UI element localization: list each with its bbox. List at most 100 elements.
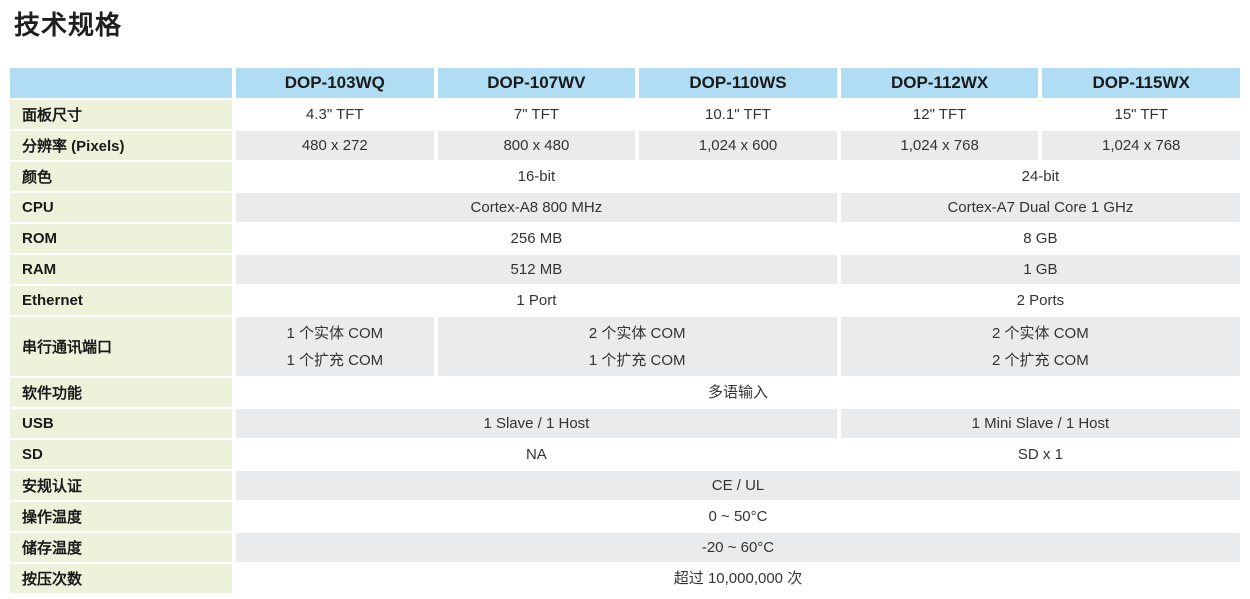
spec-cell: 480 x 272 — [236, 131, 434, 160]
model-header-dop-103wq-text: DOP-103WQ — [284, 73, 385, 92]
model-header-dop-115wx-text: DOP-115WX — [1092, 73, 1190, 92]
model-header-dop-115wx: DOP-115WX — [1042, 68, 1240, 98]
spec-cell-text: 1 Slave / 1 Host — [483, 415, 590, 432]
spec-cell-text: 1,024 x 768 — [1101, 137, 1181, 154]
spec-cell-text: 2 个实体 COM — [588, 324, 686, 342]
row-label: 分辨率 (Pixels) — [10, 131, 232, 160]
spec-cell: 1 GB — [840, 255, 1240, 284]
spec-cell-text: 1 个实体 COM — [286, 324, 384, 342]
spec-cell-text: 1 个扩充 COM — [588, 351, 686, 369]
spec-cell-text: NA — [525, 446, 547, 463]
model-header-dop-107wv-text: DOP-107WV — [487, 73, 586, 92]
model-header-dop-107wv: DOP-107WV — [437, 68, 636, 98]
spec-cell: Cortex-A7 Dual Core 1 GHz — [840, 193, 1240, 222]
row-label: CPU — [10, 193, 232, 222]
row-label: SD — [10, 440, 232, 469]
spec-cell-text: 1,024 x 768 — [900, 137, 979, 154]
spec-cell: -20 ~ 60°C — [236, 533, 1240, 562]
row-label-text: SD — [22, 446, 43, 463]
spec-cell-text: Cortex-A7 Dual Core 1 GHz — [947, 199, 1134, 216]
spec-cell: Cortex-A8 800 MHz — [236, 193, 837, 222]
spec-cell-text: CE / UL — [711, 477, 765, 494]
spec-cell: 15" TFT — [1042, 100, 1240, 129]
row-label-text: USB — [22, 415, 54, 432]
spec-cell-text: 16-bit — [517, 168, 556, 185]
spec-cell: NA — [236, 440, 837, 469]
spec-cell: 12" TFT — [840, 100, 1039, 129]
spec-cell: 16-bit — [236, 162, 837, 191]
spec-cell-text: 7" TFT — [513, 106, 559, 123]
model-header-dop-112wx: DOP-112WX — [840, 68, 1039, 98]
row-label: Ethernet — [10, 286, 232, 315]
row-label-text: ROM — [22, 230, 57, 247]
spec-cell: 多语输入 — [236, 378, 1240, 407]
row-label: 操作温度 — [10, 502, 232, 531]
row-label-text: Ethernet — [22, 292, 83, 309]
spec-cell-text: 8 GB — [1023, 230, 1058, 247]
spec-cell: 800 x 480 — [437, 131, 636, 160]
row-label-text: 串行通讯端口 — [22, 339, 113, 356]
model-header-dop-112wx-text: DOP-112WX — [890, 73, 989, 92]
row-label: 按压次数 — [10, 564, 232, 593]
spec-cell: 1 Slave / 1 Host — [236, 409, 837, 438]
spec-cell-text: 256 MB — [510, 230, 563, 247]
row-label-text: 按压次数 — [22, 571, 83, 588]
row-label: 颜色 — [10, 162, 232, 191]
spec-cell: 1 个实体 COM 1 个扩充 COM — [236, 317, 434, 376]
spec-cell: 2 Ports — [840, 286, 1240, 315]
row-label-text: 操作温度 — [22, 509, 83, 526]
spec-cell-text: 24-bit — [1021, 168, 1060, 185]
spec-cell: 10.1" TFT — [639, 100, 837, 129]
row-label-text: 软件功能 — [22, 385, 83, 402]
spec-cell: 1,024 x 600 — [639, 131, 837, 160]
spec-cell: 256 MB — [236, 224, 837, 253]
row-label: 储存温度 — [10, 533, 232, 562]
row-label-text: 分辨率 (Pixels) — [22, 138, 125, 155]
spec-cell-text: 多语输入 — [707, 384, 768, 401]
spec-cell: 超过 10,000,000 次 — [236, 564, 1240, 593]
spec-cell: 2 个实体 COM 2 个扩充 COM — [840, 317, 1240, 376]
spec-cell-text: 512 MB — [510, 261, 563, 278]
spec-cell-text: 15" TFT — [1114, 106, 1168, 123]
spec-cell: 2 个实体 COM 1 个扩充 COM — [437, 317, 837, 376]
spec-cell: 1,024 x 768 — [840, 131, 1039, 160]
spec-cell-text: 10.1" TFT — [705, 106, 771, 123]
spec-cell-text: -20 ~ 60°C — [701, 539, 775, 556]
spec-cell: CE / UL — [236, 471, 1240, 500]
spec-cell-text: 2 个扩充 COM — [992, 351, 1089, 369]
model-header-dop-110ws-text: DOP-110WS — [689, 73, 787, 92]
spec-cell: 1,024 x 768 — [1042, 131, 1240, 160]
spec-cell-text: 2 Ports — [1016, 292, 1065, 309]
spec-cell-text: 1,024 x 600 — [698, 137, 778, 154]
spec-cell: 1 Mini Slave / 1 Host — [840, 409, 1240, 438]
spec-cell: 7" TFT — [437, 100, 636, 129]
row-label-text: CPU — [22, 199, 54, 216]
spec-cell: SD x 1 — [840, 440, 1240, 469]
spec-cell-text: 12" TFT — [912, 106, 967, 123]
spec-cell-text: Cortex-A8 800 MHz — [470, 199, 603, 216]
spec-cell-text: 2 个实体 COM — [992, 324, 1089, 342]
row-label: 面板尺寸 — [10, 100, 232, 129]
spec-cell-text: 4.3" TFT — [306, 106, 364, 123]
spec-cell-text: 1 GB — [1023, 261, 1058, 278]
row-label: ROM — [10, 224, 232, 253]
spec-cell-text: 800 x 480 — [503, 137, 570, 154]
spec-cell-text: 1 Mini Slave / 1 Host — [971, 415, 1110, 432]
row-label: 软件功能 — [10, 378, 232, 407]
row-label-text: 安规认证 — [22, 478, 83, 495]
row-label-text: 储存温度 — [22, 540, 83, 557]
row-label: 串行通讯端口 — [10, 317, 232, 376]
row-label-text: RAM — [22, 261, 57, 278]
page-title: 技术规格 — [14, 10, 123, 40]
row-label: RAM — [10, 255, 232, 284]
row-label-text: 颜色 — [22, 169, 53, 186]
spec-cell-text: SD x 1 — [1017, 446, 1063, 463]
spec-cell-text: 1 Port — [516, 292, 557, 309]
spec-cell: 0 ~ 50°C — [236, 502, 1240, 531]
spec-cell: 24-bit — [840, 162, 1240, 191]
model-header-dop-103wq: DOP-103WQ — [236, 68, 434, 98]
row-label: 安规认证 — [10, 471, 232, 500]
spec-cell: 512 MB — [236, 255, 837, 284]
row-label-text: 面板尺寸 — [22, 107, 83, 124]
